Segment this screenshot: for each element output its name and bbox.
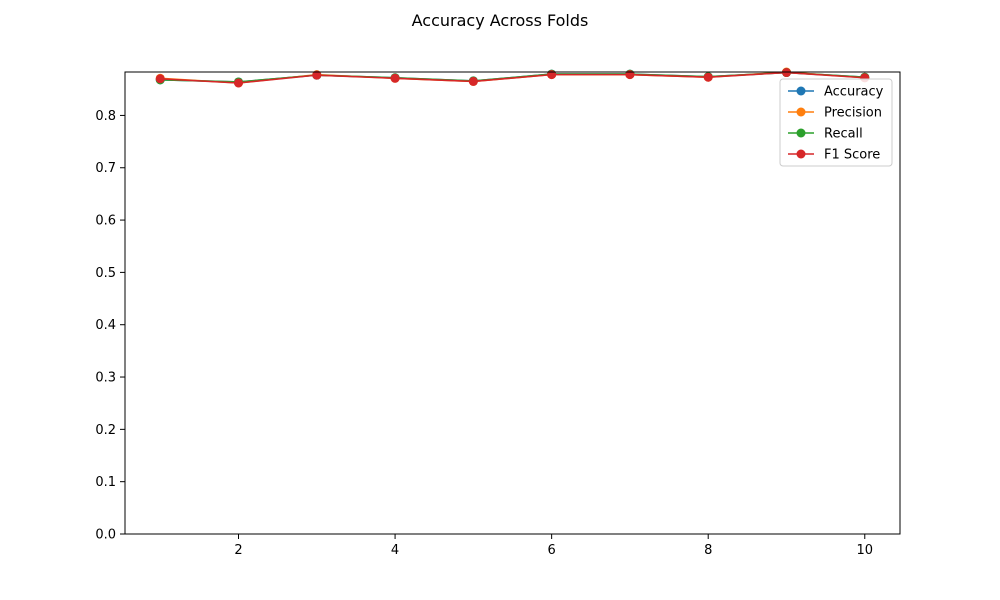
data-point-f1-score (781, 68, 791, 78)
plot-area: 0.0 0.1 0.2 0.3 0.4 0.5 0.6 0.7 0.8 2 4 6 8 10 (95, 67, 901, 558)
legend-label-accuracy: Accuracy (824, 85, 884, 100)
data-point-f1-score (312, 70, 322, 80)
data-point-f1-score (155, 74, 165, 84)
data-point-f1-score (468, 76, 478, 86)
x-tick-label: 10 (856, 543, 873, 558)
y-tick-label: 0.8 (95, 109, 116, 124)
data-point-f1-score (234, 78, 244, 88)
legend-marker-f1-score (796, 149, 806, 159)
legend-marker-recall (796, 128, 806, 138)
x-tick-label: 6 (548, 543, 556, 558)
chart-title: Accuracy Across Folds (412, 11, 589, 30)
x-tick-label: 2 (234, 543, 242, 558)
legend-label-recall: Recall (824, 127, 863, 142)
data-point-f1-score (547, 70, 557, 80)
y-tick-label: 0.4 (95, 318, 116, 333)
data-point-f1-score (703, 72, 713, 82)
y-tick-label: 0.3 (95, 371, 116, 386)
legend-marker-accuracy (796, 86, 806, 96)
x-tick-label: 4 (391, 543, 399, 558)
y-tick-label: 0.0 (95, 528, 116, 543)
y-tick-label: 0.6 (95, 214, 116, 229)
x-tick-label: 8 (704, 543, 712, 558)
legend-label-f1-score: F1 Score (824, 148, 880, 163)
y-tick-label: 0.1 (95, 475, 116, 490)
legend-box (779, 78, 893, 167)
y-tick-label: 0.7 (95, 161, 116, 176)
y-tick-label: 0.2 (95, 423, 116, 438)
y-tick-label: 0.5 (95, 266, 116, 281)
data-point-f1-score (625, 70, 635, 80)
series-line-f1-score (160, 71, 865, 84)
legend-label-precision: Precision (824, 106, 882, 121)
data-point-f1-score (390, 73, 400, 83)
legend-marker-precision (796, 107, 806, 117)
axes-frame (124, 71, 901, 535)
legend: Accuracy Precision Recall F1 Score (779, 78, 893, 167)
